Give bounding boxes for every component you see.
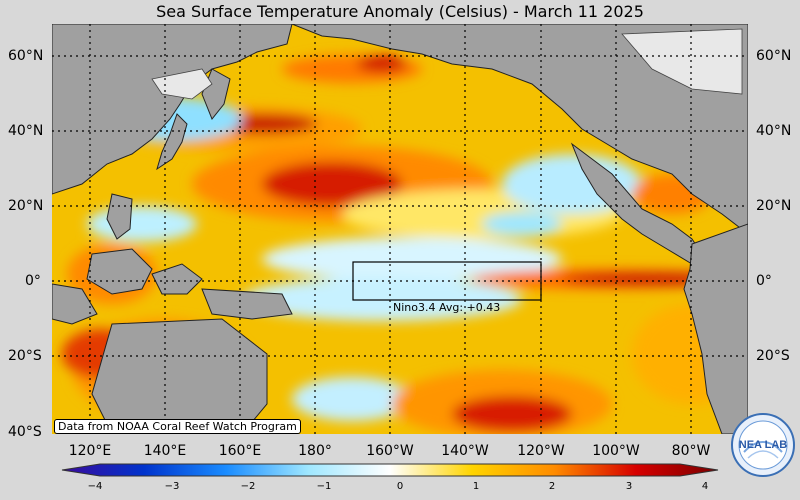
lat-label-20s-right: 20°S (756, 348, 790, 364)
land-asia (52, 24, 293, 195)
colorbar-tick-1: 1 (472, 481, 480, 492)
lat-label-0-right: 0° (756, 273, 772, 289)
nino34-average-label: Nino3.4 Avg: +0.43 (393, 301, 501, 314)
lon-label-160w: 160°W (366, 443, 414, 459)
land-borneo (86, 248, 153, 295)
colorbar-tick-minus2: −2 (240, 481, 256, 492)
lat-label-20n-right: 20°N (756, 198, 792, 214)
lat-label-40n-right: 40°N (756, 123, 792, 139)
nea-lab-logo: NEA LAB (731, 413, 795, 477)
land-south-america (683, 223, 748, 434)
lon-label-140e: 140°E (143, 443, 187, 459)
land-australia (91, 318, 268, 434)
land-new-guinea (201, 288, 293, 320)
lon-label-120w: 120°W (517, 443, 565, 459)
land-sumatra (52, 283, 98, 325)
logo-text: NEA LAB (739, 439, 788, 451)
lat-label-0-left: 0° (25, 273, 41, 289)
lat-label-40s-left: 40°S (8, 424, 42, 440)
lat-label-20n-left: 20°N (8, 198, 44, 214)
nino34-box (352, 261, 542, 301)
data-credit: Data from NOAA Coral Reef Watch Program (54, 419, 301, 434)
colorbar (61, 463, 719, 477)
colorbar-tick-2: 2 (548, 481, 556, 492)
lat-label-20s-left: 20°S (8, 348, 42, 364)
colorbar-tick-3: 3 (625, 481, 633, 492)
sst-anomaly-map (52, 24, 748, 434)
land-north-america (291, 24, 748, 235)
colorbar-tick-minus4: −4 (87, 481, 103, 492)
lat-label-40n-left: 40°N (8, 123, 44, 139)
lat-label-60n-left: 60°N (8, 48, 44, 64)
land-philippines (106, 193, 133, 240)
colorbar-tick-minus1: −1 (316, 481, 332, 492)
lon-label-160e: 160°E (218, 443, 262, 459)
lat-label-60n-right: 60°N (756, 48, 792, 64)
graticule (52, 24, 748, 434)
map-title: Sea Surface Temperature Anomaly (Celsius… (156, 2, 644, 21)
map-canvas (52, 24, 748, 434)
colorbar-bar (61, 463, 719, 477)
colorbar-tick-4: 4 (701, 481, 709, 492)
colorbar-tick-0: 0 (396, 481, 404, 492)
land-masses (52, 24, 748, 434)
colorbar-tick-minus3: −3 (164, 481, 180, 492)
lon-label-140w: 140°W (441, 443, 489, 459)
sea-ice (151, 28, 743, 100)
lon-label-180: 180° (298, 443, 332, 459)
lon-label-120e: 120°E (68, 443, 112, 459)
lon-label-80w: 80°W (671, 443, 711, 459)
lon-label-100w: 100°W (592, 443, 640, 459)
